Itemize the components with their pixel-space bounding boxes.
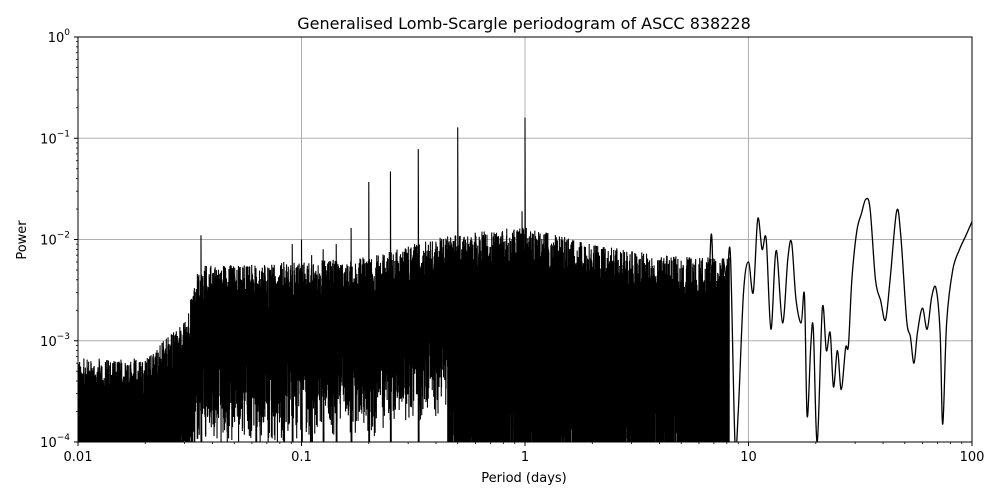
y-axis-label: Power <box>15 220 30 260</box>
x-tick-label: 0.1 <box>291 450 312 465</box>
x-tick-label: 100 <box>960 450 985 465</box>
x-axis-ticks: 0.01 0.1 1 10 100 <box>64 442 985 465</box>
y-tick-label: 100 <box>48 28 71 46</box>
plot-area <box>78 117 972 442</box>
x-tick-label: 0.01 <box>64 450 93 465</box>
y-axis-ticks: 10−4 10−3 10−2 10−1 100 <box>40 28 78 451</box>
x-axis-label: Period (days) <box>481 471 567 486</box>
chart-title: Generalised Lomb-Scargle periodogram of … <box>297 14 751 33</box>
y-tick-label: 10−2 <box>40 231 70 249</box>
y-tick-label: 10−3 <box>40 332 70 350</box>
y-tick-label: 10−4 <box>40 433 70 451</box>
periodogram-noise-series <box>78 117 730 442</box>
periodogram-long-period-series <box>706 197 972 442</box>
x-tick-label: 10 <box>740 450 757 465</box>
x-tick-label: 1 <box>521 450 529 465</box>
y-tick-label: 10−1 <box>40 129 70 147</box>
